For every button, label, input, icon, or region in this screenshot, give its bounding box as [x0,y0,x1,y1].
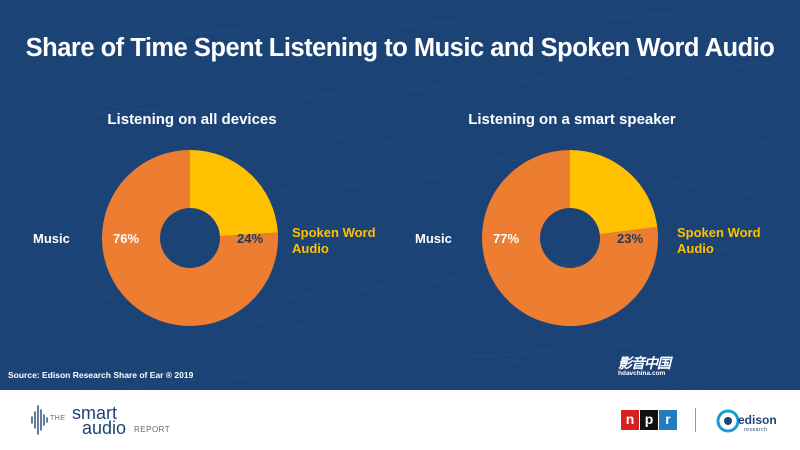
source-note: Source: Edison Research Share of Ear ® 2… [8,370,194,380]
spoken-word-category-label: Audio [677,241,714,256]
soundwave-icon [31,405,48,435]
slide-title: Share of Time Spent Listening to Music a… [25,34,775,62]
npr-n: n [621,410,639,430]
music-percent-label: 76% [113,231,139,246]
edison-word: edison [738,413,777,427]
npr-r: r [659,410,677,430]
logo-smart: smart [72,403,117,423]
npr-p: p [640,410,658,430]
spoken-word-percent-label: 23% [617,231,643,246]
chart-title-smart-speaker: Listening on a smart speaker [468,111,676,128]
spoken-word-percent-label: 24% [237,231,263,246]
npr-logo: n p r [621,410,677,430]
spoken-word-category-label: Spoken Word [677,225,761,240]
watermark: 影音中国 hdavchina.com [618,356,678,380]
logo-divider [695,408,696,432]
smart-audio-report-logo: THE smart audio REPORT [30,400,220,440]
watermark-cn: 影音中国 [618,355,671,371]
spoken-word-category-label: Audio [292,241,329,256]
logo-report: REPORT [134,425,171,434]
music-category-label: Music [33,231,70,246]
spoken-word-slice [570,150,658,235]
music-percent-label: 77% [493,231,519,246]
edison-sub: research [744,427,768,433]
spoken-word-slice [190,150,278,237]
music-slice [102,150,279,327]
watermark-en: hdavchina.com [618,370,666,377]
logo-audio: audio [82,418,127,438]
music-slice [482,150,659,326]
slide: Share of Time Spent Listening to Music a… [0,0,800,390]
spoken-word-category-label: Spoken Word [292,225,376,240]
chart-title-all-devices: Listening on all devices [107,111,277,128]
logo-the: THE [50,415,66,422]
edison-research-logo: edison research [716,406,796,436]
edison-mark-icon [716,409,740,433]
music-category-label: Music [415,231,452,246]
